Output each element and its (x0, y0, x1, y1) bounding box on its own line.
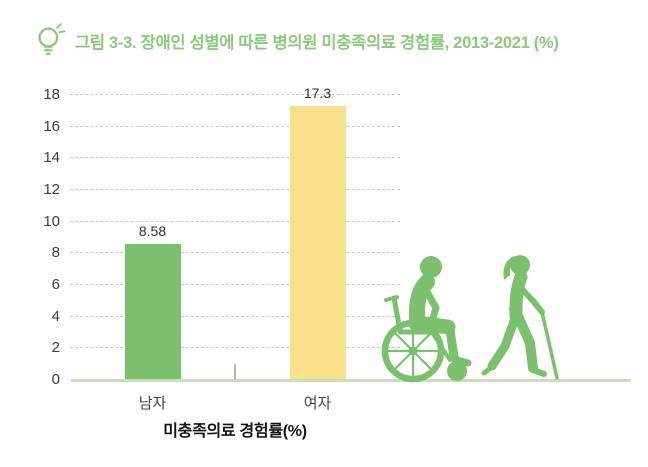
gridline-y-2 (70, 347, 400, 349)
y-tick-label: 12 (43, 181, 60, 198)
y-tick-label: 18 (43, 86, 60, 103)
y-tick-label: 16 (43, 117, 60, 135)
bar-여자 (289, 106, 346, 380)
gridline-y-4 (70, 315, 400, 317)
x-axis-tick (234, 364, 236, 380)
y-tick-label: 14 (43, 149, 60, 167)
gridline-y-10 (70, 220, 400, 222)
gridline-y-6 (70, 284, 400, 285)
disability-illustrations (381, 255, 559, 383)
bar-남자 (124, 244, 181, 380)
gridline-y-14 (70, 157, 400, 159)
y-tick-label: 8 (51, 244, 60, 262)
y-tick-label: 4 (51, 307, 60, 325)
gridline-y-8 (70, 252, 400, 254)
y-tick-label: 0 (51, 371, 60, 388)
gridline-y-18 (70, 94, 400, 95)
wheelchair-person-illustration (381, 256, 472, 383)
y-tick-label: 10 (43, 212, 60, 230)
y-tick-label: 6 (51, 276, 60, 293)
lightbulb-icon (38, 23, 66, 55)
figure-title: 그림 3-3. 장애인 성별에 따른 병의원 미충족의료 경험률, 2013-2… (75, 34, 559, 52)
bar-chart-plot-area: 0 2 4 6 8 10 12 14 16 18 8.58 남자 17.3 여자 (43, 85, 400, 412)
x-axis-title: 미충족의료 경험률(%) (163, 423, 307, 440)
bar-value-label: 17.3 (303, 85, 332, 102)
bar-value-label: 8.58 (138, 223, 167, 240)
gridline-y-16 (70, 125, 400, 127)
x-axis-line (71, 379, 631, 382)
gridline-y-12 (70, 189, 400, 190)
walking-person-with-cane-illustration (481, 255, 559, 380)
x-category-label: 남자 (138, 395, 167, 412)
x-category-label: 여자 (303, 395, 332, 412)
y-tick-label: 2 (51, 339, 60, 357)
figure-header: 그림 3-3. 장애인 성별에 따른 병의원 미충족의료 경험률, 2013-2… (36, 22, 559, 60)
